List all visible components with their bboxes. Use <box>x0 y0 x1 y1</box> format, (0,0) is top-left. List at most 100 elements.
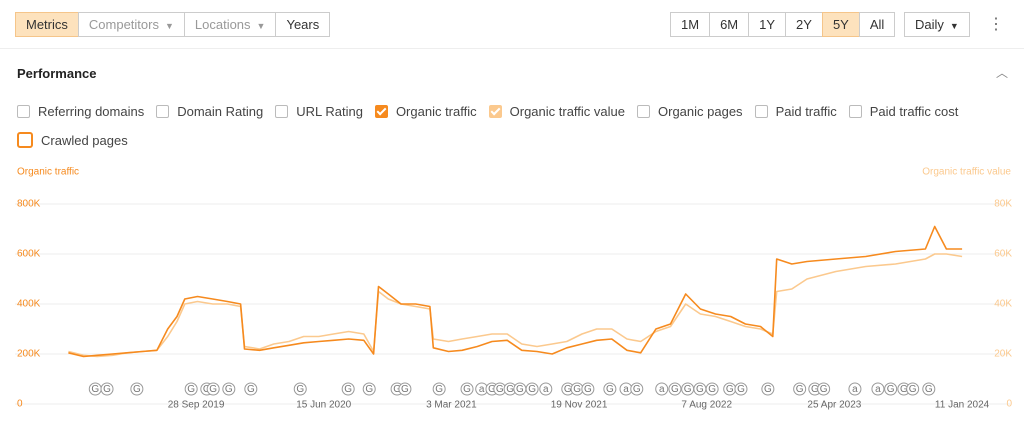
annotation-marker[interactable]: G <box>630 382 644 396</box>
checkbox[interactable] <box>275 104 289 118</box>
annotation-marker[interactable]: a <box>475 382 489 396</box>
annotation-label: G <box>496 384 504 395</box>
annotation-circle <box>734 382 748 396</box>
annotation-marker[interactable]: G <box>513 382 527 396</box>
checkbox[interactable] <box>637 104 650 118</box>
annotation-marker[interactable]: a <box>655 382 669 396</box>
annotation-marker[interactable]: a <box>871 382 885 396</box>
checkbox[interactable] <box>17 132 33 148</box>
checkbox[interactable] <box>374 104 388 118</box>
annotation-label: G <box>726 384 734 395</box>
annotation-marker[interactable]: G <box>884 382 898 396</box>
tab[interactable]: Metrics <box>15 12 79 37</box>
annotation-marker[interactable]: G <box>906 382 920 396</box>
annotation-marker[interactable]: G <box>734 382 748 396</box>
tab[interactable]: Competitors ▼ <box>77 12 185 37</box>
annotation-marker[interactable]: G <box>460 382 474 396</box>
range-button[interactable]: 2Y <box>785 12 823 37</box>
annotation-marker[interactable]: a <box>619 382 633 396</box>
metric-checkbox[interactable]: Paid traffic <box>754 102 837 120</box>
y2-tick-label: 80K <box>994 199 1012 210</box>
annotation-label: G <box>696 384 704 395</box>
metric-checkbox[interactable]: Organic traffic <box>374 102 477 120</box>
range-button[interactable]: All <box>858 12 896 37</box>
annotation-label: G <box>103 384 111 395</box>
x-tick-label: 15 Jun 2020 <box>296 400 351 411</box>
checkbox[interactable] <box>17 104 30 118</box>
metric-checkbox[interactable]: Organic traffic value <box>488 102 625 120</box>
metric-label: URL Rating <box>296 103 363 119</box>
annotation-marker[interactable]: G <box>362 382 376 396</box>
annotation-label: a <box>623 384 629 395</box>
annotation-marker[interactable]: G <box>293 382 307 396</box>
annotation-marker[interactable]: G <box>603 382 617 396</box>
annotation-circle <box>244 382 258 396</box>
range-button[interactable]: 1Y <box>748 12 787 37</box>
y-tick-label: 200K <box>17 349 41 360</box>
y-axis-title: Organic traffic <box>17 167 79 178</box>
annotation-marker[interactable]: G <box>723 382 737 396</box>
metric-list: Referring domains Domain Rating URL Rating… <box>17 102 1017 149</box>
tab-group: Metrics Competitors ▼ Locations ▼ Years <box>15 12 331 37</box>
series-line <box>68 253 963 358</box>
checkbox[interactable] <box>488 104 502 118</box>
metric-checkbox[interactable]: Crawled pages <box>17 131 1005 149</box>
annotation-marker[interactable]: G <box>206 382 220 396</box>
annotation-marker[interactable]: G <box>341 382 355 396</box>
range-group: 1M 6M 1Y 2Y 5Y All <box>670 12 896 37</box>
annotation-label: G <box>488 384 496 395</box>
annotation-circle <box>222 382 236 396</box>
annotation-marker[interactable]: G <box>432 382 446 396</box>
collapse-icon[interactable]: ︿ <box>996 66 1009 80</box>
annotation-circle <box>817 382 831 396</box>
annotation-marker[interactable]: G <box>398 382 412 396</box>
tab-label: Locations <box>194 17 251 32</box>
annotation-marker[interactable]: a <box>848 382 862 396</box>
metric-checkbox[interactable]: Domain Rating <box>156 102 263 120</box>
annotation-label: G <box>708 384 716 395</box>
checkbox[interactable] <box>156 104 170 118</box>
tab[interactable]: Years <box>275 12 331 37</box>
metric-label: Organic pages <box>658 103 743 119</box>
annotation-marker[interactable]: G <box>761 382 775 396</box>
range-button[interactable]: 1M <box>670 12 711 37</box>
annotation-marker[interactable]: G <box>184 382 198 396</box>
annotation-marker[interactable]: G <box>525 382 539 396</box>
annotation-marker[interactable]: a <box>539 382 553 396</box>
annotation-circle <box>848 382 862 396</box>
annotation-marker[interactable]: G <box>130 382 144 396</box>
caret-icon: ▼ <box>164 21 174 31</box>
annotation-marker[interactable]: G <box>88 382 102 396</box>
annotation-marker[interactable]: G <box>922 382 936 396</box>
checkbox[interactable] <box>754 104 768 118</box>
range-button[interactable]: 6M <box>709 12 750 37</box>
annotation-marker[interactable]: G <box>100 382 114 396</box>
annotation-marker[interactable]: G <box>681 382 695 396</box>
metric-checkbox[interactable]: Paid traffic cost <box>848 102 958 120</box>
annotation-marker[interactable]: G <box>570 382 584 396</box>
annotation-marker[interactable]: G <box>793 382 807 396</box>
interval-label: Daily <box>915 17 944 32</box>
metric-checkbox[interactable]: URL Rating <box>275 102 363 120</box>
tab[interactable]: Locations ▼ <box>183 12 277 37</box>
annotation-marker[interactable]: G <box>222 382 236 396</box>
checkbox[interactable] <box>848 104 862 118</box>
interval-dropdown[interactable]: Daily ▼ <box>904 12 970 37</box>
annotation-marker[interactable]: G <box>581 382 595 396</box>
annotation-label: a <box>479 384 485 395</box>
annotation-circle <box>906 382 920 396</box>
annotation-label: G <box>584 384 592 395</box>
x-tick-label: 3 Mar 2021 <box>426 400 477 411</box>
x-tick-label: 7 Aug 2022 <box>681 400 732 411</box>
more-menu[interactable]: ⋮ <box>988 16 1004 33</box>
annotation-marker[interactable]: G <box>705 382 719 396</box>
annotation-marker[interactable]: G <box>244 382 258 396</box>
metric-label: Domain Rating <box>177 103 264 119</box>
metric-checkbox[interactable]: Organic pages <box>637 102 743 120</box>
metric-checkbox[interactable]: Referring domains <box>17 102 144 120</box>
annotation-circle <box>655 382 669 396</box>
annotation-marker[interactable]: G <box>817 382 831 396</box>
annotation-marker[interactable]: G <box>668 382 682 396</box>
annotation-marker[interactable]: G <box>693 382 707 396</box>
section-title: Performance <box>17 66 97 81</box>
